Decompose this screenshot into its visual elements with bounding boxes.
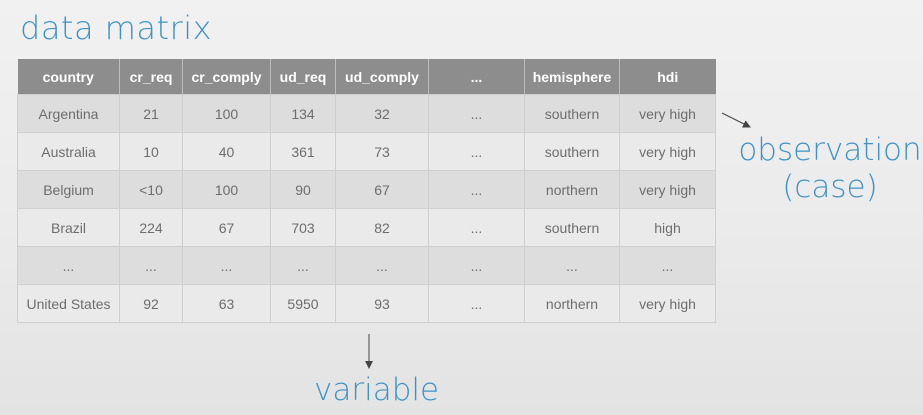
data-matrix-table: country cr_req cr_comply ud_req ud_compl…: [17, 59, 716, 323]
table-cell: Belgium: [17, 170, 120, 209]
table-cell: 40: [182, 132, 271, 171]
column-header-hdi: hdi: [619, 59, 716, 95]
table-cell: 32: [335, 94, 429, 133]
table-cell: very high: [619, 170, 716, 209]
table-cell: 134: [270, 94, 336, 133]
variable-label: variable: [314, 372, 440, 408]
table-cell: ...: [428, 132, 525, 171]
observation-label-line1: observation: [738, 132, 922, 168]
table-cell: very high: [619, 132, 716, 171]
table-cell: Australia: [17, 132, 120, 171]
table-cell: southern: [524, 132, 620, 171]
table-cell: northern: [524, 284, 620, 323]
table-cell: United States: [17, 284, 120, 323]
table-cell: ...: [428, 284, 525, 323]
table-cell: 63: [182, 284, 271, 323]
table-cell: 82: [335, 208, 429, 247]
table-cell: high: [619, 208, 716, 247]
table-cell: ...: [17, 246, 120, 285]
table-cell: ...: [428, 246, 525, 285]
table-cell: ...: [270, 246, 336, 285]
table-cell: ...: [619, 246, 716, 285]
table-cell: 73: [335, 132, 429, 171]
header-row: country cr_req cr_comply ud_req ud_compl…: [17, 59, 716, 95]
table-cell: southern: [524, 94, 620, 133]
table-cell: Argentina: [17, 94, 120, 133]
column-header-hemisphere: hemisphere: [524, 59, 620, 95]
table-cell: 224: [119, 208, 183, 247]
table-cell: 93: [335, 284, 429, 323]
table-cell: 67: [182, 208, 271, 247]
observation-arrow: [721, 112, 751, 128]
table-cell: 5950: [270, 284, 336, 323]
table-row: ... ... ... ... ... ... ... ...: [17, 246, 716, 285]
table-cell: 67: [335, 170, 429, 209]
observation-label: observation (case): [735, 132, 923, 206]
column-header-ellipsis: ...: [428, 59, 525, 95]
table-cell: southern: [524, 208, 620, 247]
table-cell: 361: [270, 132, 336, 171]
table-row: Australia 10 40 361 73 ... southern very…: [17, 132, 716, 171]
column-header-country: country: [17, 59, 120, 95]
table-cell: Brazil: [17, 208, 120, 247]
table-cell: 100: [182, 94, 271, 133]
column-header-cr-req: cr_req: [119, 59, 183, 95]
table-cell: northern: [524, 170, 620, 209]
table-row: Belgium <10 100 90 67 ... northern very …: [17, 170, 716, 209]
table-cell: 10: [119, 132, 183, 171]
table-cell: 703: [270, 208, 336, 247]
table-cell: ...: [428, 94, 525, 133]
table-cell: ...: [524, 246, 620, 285]
table-cell: <10: [119, 170, 183, 209]
table-cell: ...: [182, 246, 271, 285]
table-row: Argentina 21 100 134 32 ... southern ver…: [17, 94, 716, 133]
table-cell: 90: [270, 170, 336, 209]
table-cell: ...: [119, 246, 183, 285]
slide-title: data matrix: [20, 9, 213, 47]
table-cell: very high: [619, 284, 716, 323]
column-header-ud-req: ud_req: [270, 59, 336, 95]
table-cell: 21: [119, 94, 183, 133]
observation-label-line2: (case): [782, 169, 878, 205]
table-cell: 92: [119, 284, 183, 323]
table-cell: ...: [335, 246, 429, 285]
table-cell: 100: [182, 170, 271, 209]
column-header-ud-comply: ud_comply: [335, 59, 429, 95]
table-cell: ...: [428, 208, 525, 247]
table-cell: ...: [428, 170, 525, 209]
column-header-cr-comply: cr_comply: [182, 59, 271, 95]
table-row: United States 92 63 5950 93 ... northern…: [17, 284, 716, 323]
table-row: Brazil 224 67 703 82 ... southern high: [17, 208, 716, 247]
table-cell: very high: [619, 94, 716, 133]
